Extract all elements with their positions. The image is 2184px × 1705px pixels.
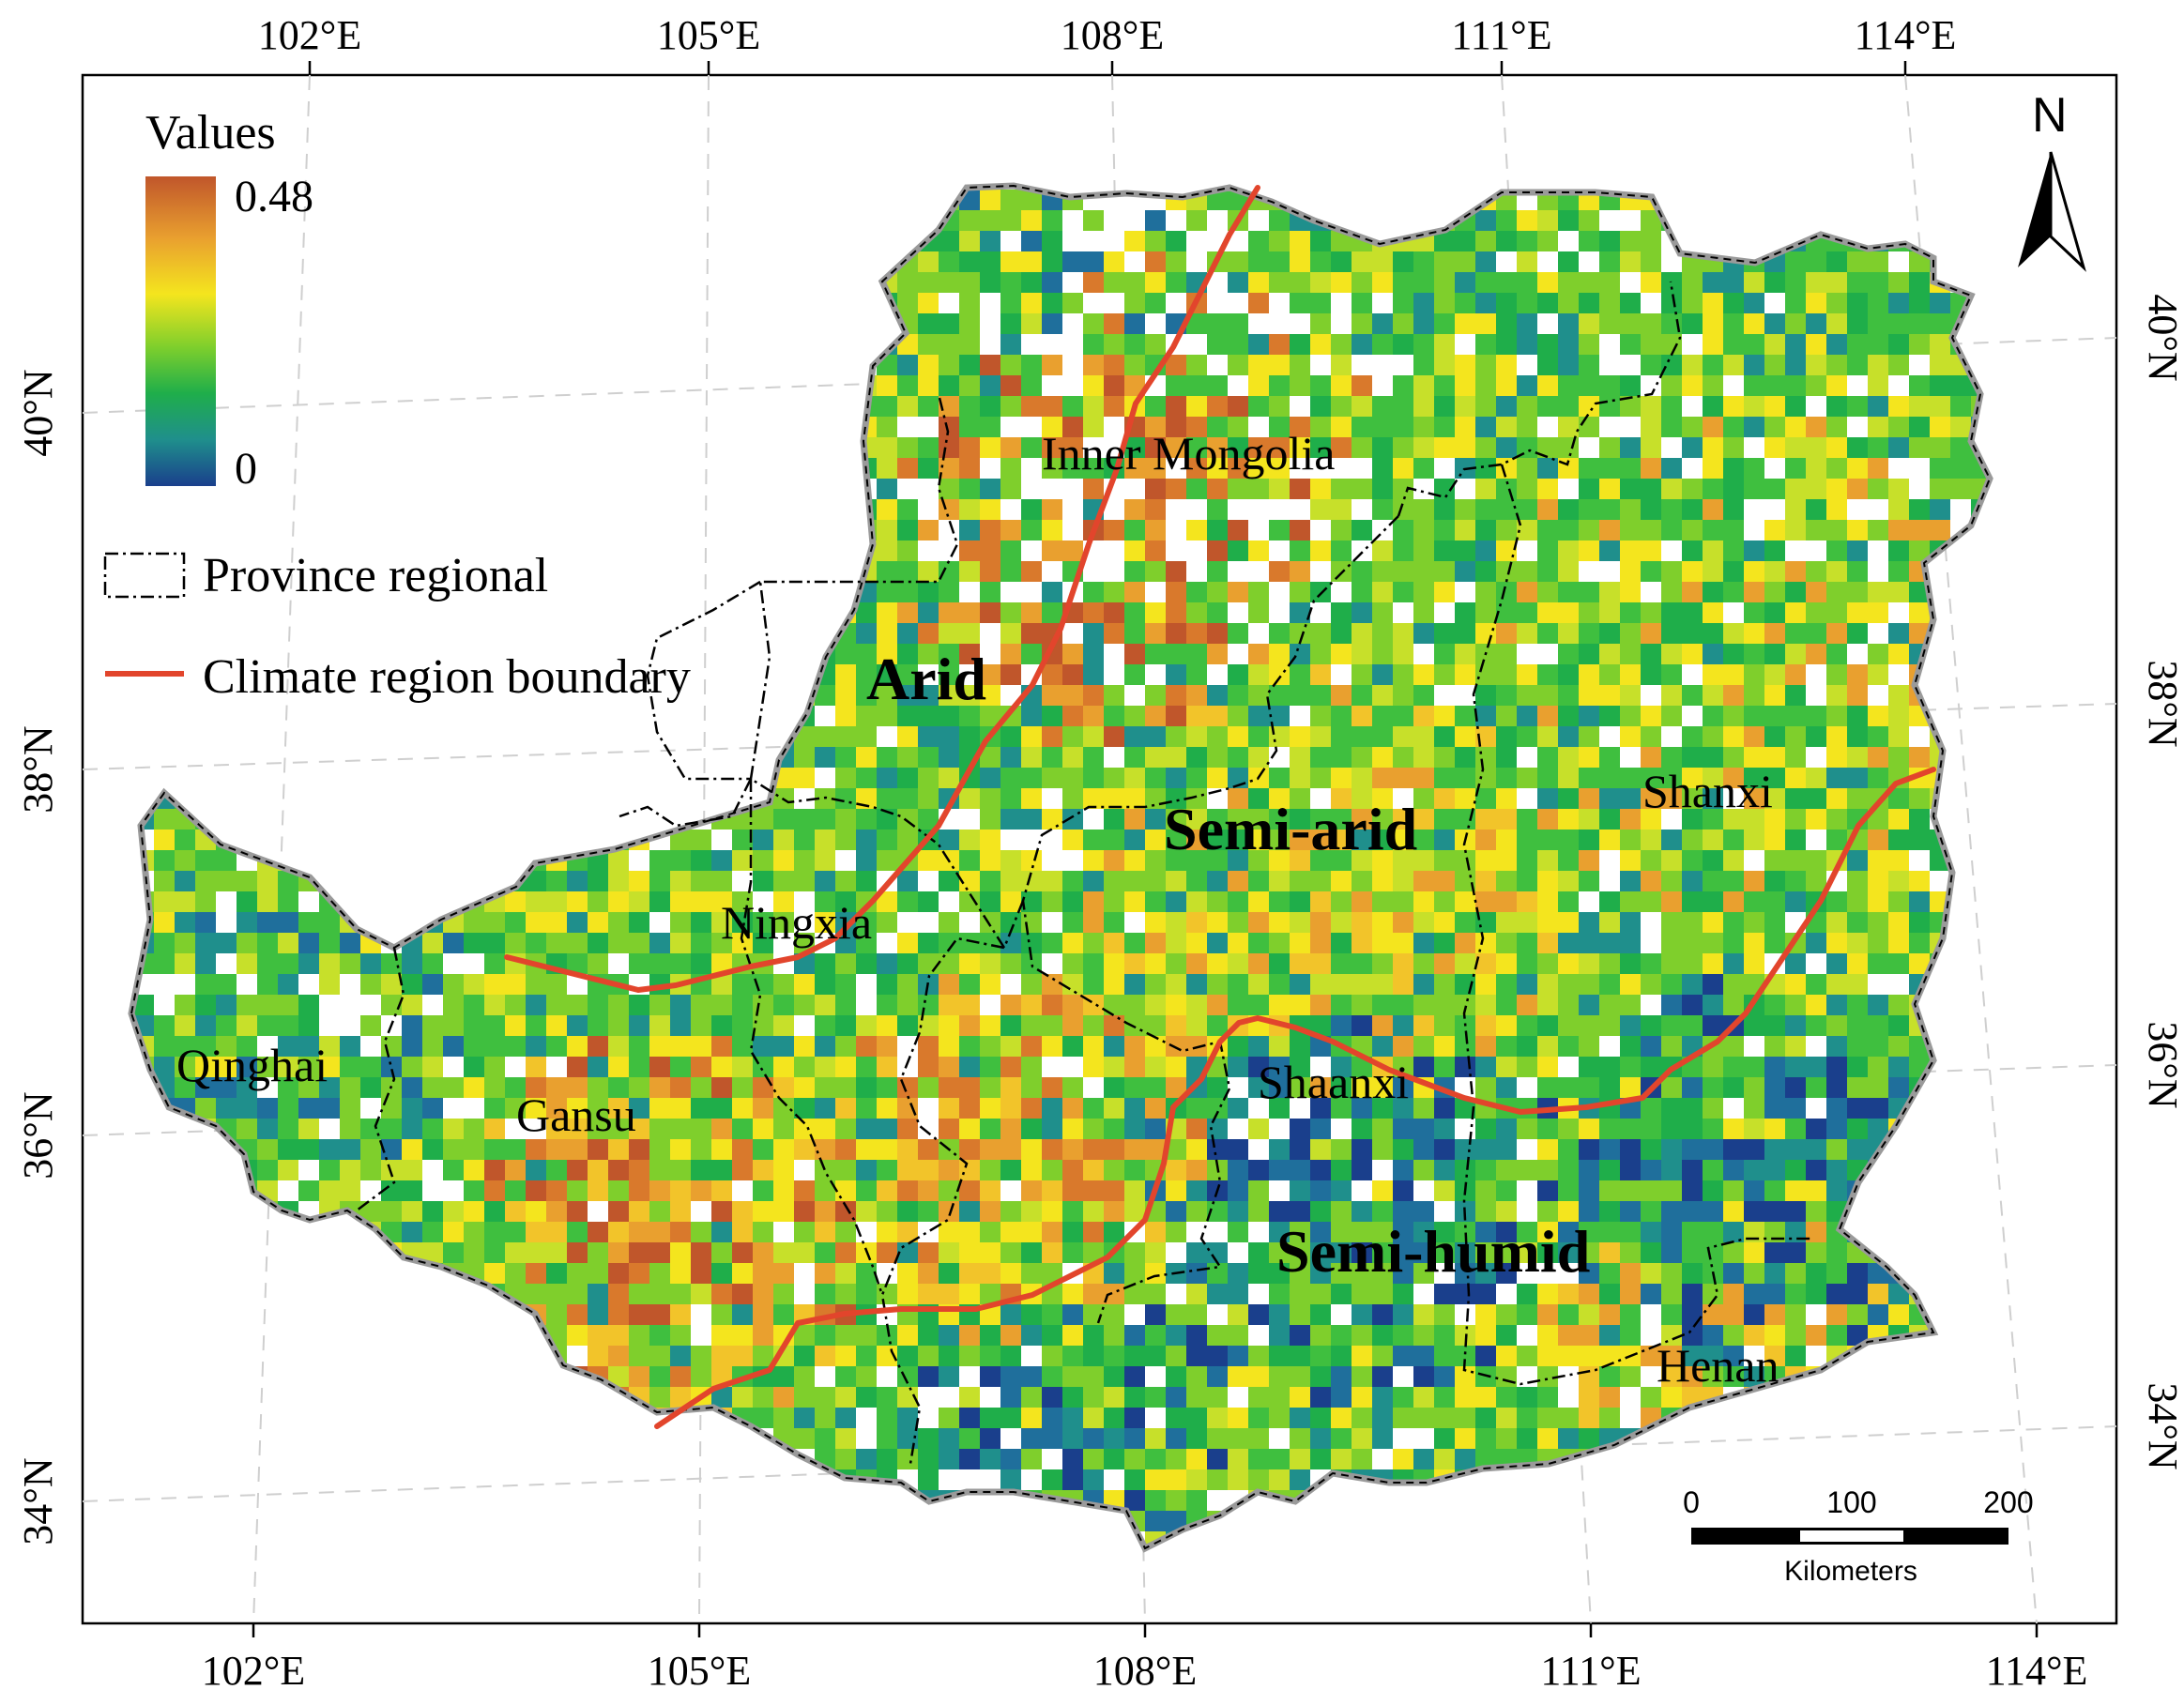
north-label: N [2032, 88, 2068, 143]
north-arrow-icon [2018, 152, 2051, 267]
scale-tick-100: 100 [1826, 1485, 1876, 1519]
legend-min-label: 0 [235, 444, 257, 494]
label-semi-arid: Semi-arid [1164, 796, 1417, 862]
province-labels: Inner Mongolia Ningxia Qinghai Gansu Sha… [176, 427, 1779, 1392]
label-ningxia: Ningxia [721, 896, 872, 949]
axis-top: 102°E 105°E 108°E 111°E 114°E [258, 12, 1957, 58]
label-inner-mongolia: Inner Mongolia [1042, 427, 1335, 480]
axis-left: 40°N 38°N 36°N 34°N [15, 369, 61, 1545]
scale-tick-200: 200 [1983, 1485, 2033, 1519]
legend: Values 0.48 0 Province regional Climate … [103, 106, 691, 704]
legend-title: Values [145, 106, 276, 160]
label-arid: Arid [866, 646, 986, 712]
scale-bar: 0 100 200 Kilometers [1683, 1485, 2034, 1587]
province-swatch [103, 552, 186, 599]
label-gansu: Gansu [516, 1088, 636, 1141]
legend-max-label: 0.48 [235, 172, 313, 221]
axis-bottom: 102°E 105°E 108°E 111°E 114°E [202, 1648, 2088, 1694]
province-legend-label: Province regional [203, 549, 548, 602]
province-boundaries [356, 281, 1811, 1465]
legend-colorbar [145, 176, 216, 486]
north-arrow: N [2018, 88, 2086, 272]
label-shaanxi: Shaanxi [1258, 1056, 1409, 1108]
scale-tick-0: 0 [1683, 1485, 1700, 1519]
label-henan: Henan [1657, 1339, 1779, 1392]
label-qinghai: Qinghai [176, 1039, 328, 1091]
boundary-legend-label: Climate region boundary [203, 650, 691, 704]
label-semi-humid: Semi-humid [1276, 1218, 1590, 1285]
label-shanxi: Shanxi [1642, 765, 1773, 817]
climate-boundaries [504, 185, 1936, 1429]
axis-right: 40°N 38°N 36°N 34°N [2140, 294, 2184, 1469]
scale-unit: Kilometers [1784, 1556, 1917, 1587]
climate-labels: Arid Semi-arid Semi-humid [866, 646, 1590, 1285]
